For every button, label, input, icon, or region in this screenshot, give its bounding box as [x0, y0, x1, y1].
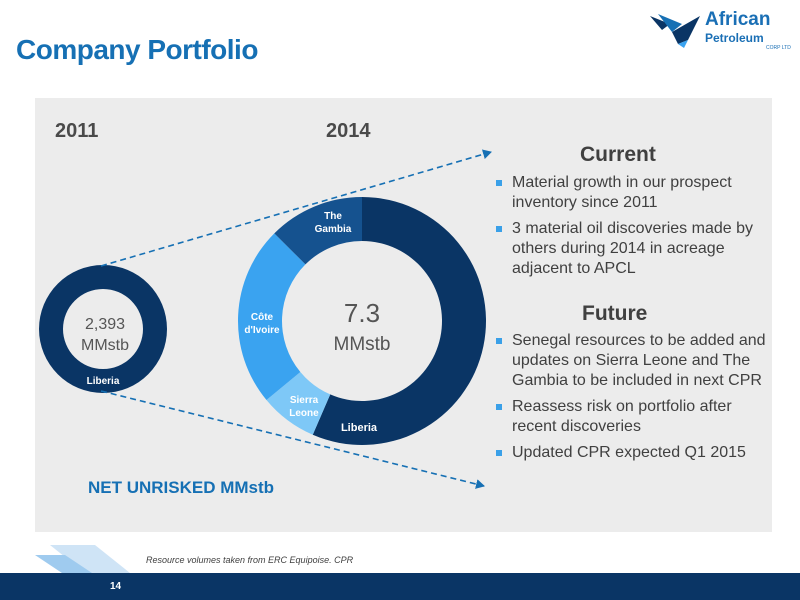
label-the: The: [324, 211, 342, 222]
current-bullet-1: Material growth in our prospect inventor…: [493, 173, 778, 213]
donut-2014-center-unit: MMstb: [334, 334, 391, 355]
page-number: 14: [110, 581, 122, 592]
donut-2014-center-value: 7.3: [344, 298, 380, 328]
logo-wing-icon: [650, 14, 700, 48]
future-bullet-3: Updated CPR expected Q1 2015: [493, 443, 778, 463]
page-title: Company Portfolio: [16, 34, 258, 65]
donut-slice-c-te-d-ivoire: [238, 233, 306, 401]
donut-2011: [39, 265, 167, 393]
year-2011-label: 2011: [55, 120, 99, 142]
donut-2011-center-value: 2,393: [85, 316, 125, 333]
donut-slice-liberia: [39, 265, 167, 393]
future-bullet-1: Senegal resources to be added and update…: [493, 331, 778, 391]
future-bullet-list: Senegal resources to be added and update…: [493, 331, 778, 469]
connector-arrow-top: [100, 149, 492, 267]
current-heading: Current: [580, 143, 656, 166]
label-divoire: d'Ivoire: [244, 325, 280, 336]
future-bullet-2: Reassess risk on portfolio after recent …: [493, 397, 778, 437]
donut-2011-center-unit: MMstb: [81, 337, 129, 354]
donut-slice-the-gambia: [274, 197, 362, 265]
label-gambia: Gambia: [315, 224, 352, 235]
label-sierra: Sierra: [290, 395, 319, 406]
donut-2014: [238, 197, 486, 445]
net-unrisked-label: NET UNRISKED MMstb: [88, 478, 275, 497]
label-cote: Côte: [251, 312, 274, 323]
current-bullet-list: Material growth in our prospect inventor…: [493, 173, 778, 285]
current-bullet-2: 3 material oil discoveries made by other…: [493, 219, 778, 279]
footer-band: [0, 573, 800, 600]
label-leone: Leone: [289, 408, 319, 419]
future-heading: Future: [582, 302, 648, 325]
label-liberia-2011: Liberia: [87, 376, 120, 387]
donut-slice-sierra-leone: [266, 371, 331, 435]
logo-text-petroleum: Petroleum: [705, 31, 764, 45]
logo-text-african: African: [705, 9, 771, 30]
label-liberia-2014: Liberia: [341, 422, 378, 434]
donut-slice-liberia: [312, 197, 486, 445]
company-logo: African Petroleum CORP LTD: [648, 8, 798, 52]
year-2014-label: 2014: [326, 120, 371, 142]
connector-arrow-bottom: [100, 390, 485, 489]
logo-text-small: CORP LTD: [766, 45, 791, 51]
footnote: Resource volumes taken from ERC Equipois…: [146, 555, 354, 565]
